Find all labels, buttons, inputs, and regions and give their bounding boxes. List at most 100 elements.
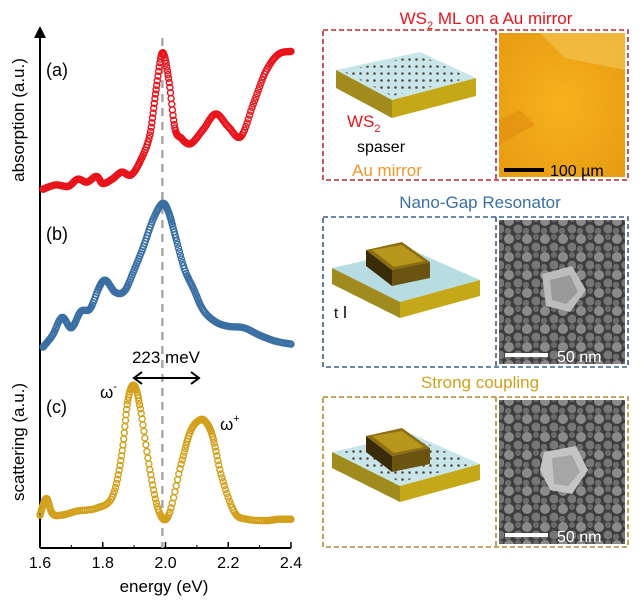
nano-gap-schematic [332, 242, 480, 318]
data-point [116, 461, 124, 470]
data-point [111, 483, 120, 492]
data-point [172, 237, 181, 245]
data-point [181, 444, 189, 453]
data-point [164, 70, 172, 79]
data-point [121, 422, 129, 431]
data-point [171, 233, 180, 242]
splitting-label: 223 meV [132, 348, 201, 367]
data-point [149, 486, 158, 494]
data-point [219, 478, 227, 486]
data-point [223, 489, 231, 498]
data-point [150, 99, 159, 108]
data-point [224, 493, 232, 501]
data-point [166, 508, 174, 516]
spectra-plot: 1.6 1.8 2.0 2.2 2.4 (a) (b) (c) [29, 26, 302, 572]
data-point [164, 74, 173, 83]
data-point [213, 452, 221, 460]
data-point [122, 405, 131, 413]
data-point [257, 79, 265, 87]
data-point [148, 119, 156, 127]
data-point [149, 104, 158, 113]
y-axis-label-absorption: absorption (a.u.) [9, 58, 28, 182]
data-point [143, 447, 151, 456]
panel-middle-title: Nano-Gap Resonator [399, 193, 561, 212]
optical-micrograph [499, 33, 625, 177]
data-point [287, 515, 295, 523]
data-point [169, 116, 178, 125]
data-point [243, 119, 251, 127]
data-point [135, 397, 143, 405]
data-point [167, 504, 175, 512]
panel-middle-frame [322, 216, 629, 368]
data-point [178, 456, 187, 464]
splitting-arrow [132, 371, 201, 385]
scalebar-label-top: 100 µm [550, 163, 604, 180]
panel-bottom-frame [322, 396, 629, 548]
data-point [144, 138, 152, 146]
panel-label-a: (a) [46, 60, 68, 80]
data-point [177, 255, 186, 263]
data-point [245, 111, 254, 119]
data-point [210, 439, 218, 447]
data-point [142, 441, 150, 449]
data-point [165, 78, 174, 87]
data-point [152, 81, 161, 90]
data-point [176, 251, 185, 260]
data-point [174, 244, 183, 252]
y-axis-label-scattering: scattering (a.u.) [9, 383, 28, 501]
data-point [144, 454, 152, 462]
data-point [110, 487, 119, 495]
data-point [250, 96, 259, 105]
data-point [119, 435, 128, 443]
x-tick-label: 1.8 [92, 555, 114, 572]
data-point [136, 405, 145, 413]
scalebar-label-bottom: 50 nm [557, 529, 601, 546]
sem-image-resonator [499, 220, 625, 364]
sem-image-coupled [499, 400, 625, 544]
data-point [147, 476, 156, 484]
data-point [218, 474, 226, 482]
data-point [115, 466, 123, 474]
panel-label-b: (b) [46, 224, 68, 244]
data-point [169, 111, 177, 120]
omega-plus-label: ω+ [220, 413, 240, 434]
series-c [36, 381, 295, 525]
data-point [176, 465, 184, 473]
data-point [162, 59, 170, 68]
data-point [152, 499, 161, 507]
data-point [247, 107, 255, 115]
series-a [39, 47, 295, 193]
data-point [225, 497, 234, 505]
data-point [182, 441, 190, 449]
data-point [113, 475, 122, 483]
data-point [161, 56, 170, 64]
data-point [154, 67, 163, 76]
data-point [141, 434, 149, 442]
data-point [120, 429, 129, 437]
ws2-label: WS2 [347, 112, 381, 135]
data-point [177, 460, 185, 468]
data-point [172, 482, 180, 490]
x-axis-label: energy (eV) [120, 577, 209, 596]
data-point [242, 122, 250, 131]
data-point [217, 470, 225, 478]
data-point [249, 100, 258, 108]
data-point [287, 47, 295, 56]
data-point [153, 77, 162, 85]
data-point [175, 247, 184, 256]
data-point [135, 401, 144, 409]
data-point [140, 427, 148, 435]
data-point [173, 240, 182, 249]
data-point [214, 456, 222, 465]
data-point [149, 109, 157, 117]
data-point [139, 421, 147, 429]
data-point [121, 416, 130, 425]
data-point [212, 447, 220, 455]
data-point [146, 127, 155, 136]
data-point [151, 90, 160, 98]
scalebar-label-middle: 50 nm [557, 349, 601, 366]
panel-top-title: WS2 ML on a Au mirror [400, 9, 573, 32]
data-point [220, 481, 229, 490]
data-point [248, 103, 256, 112]
